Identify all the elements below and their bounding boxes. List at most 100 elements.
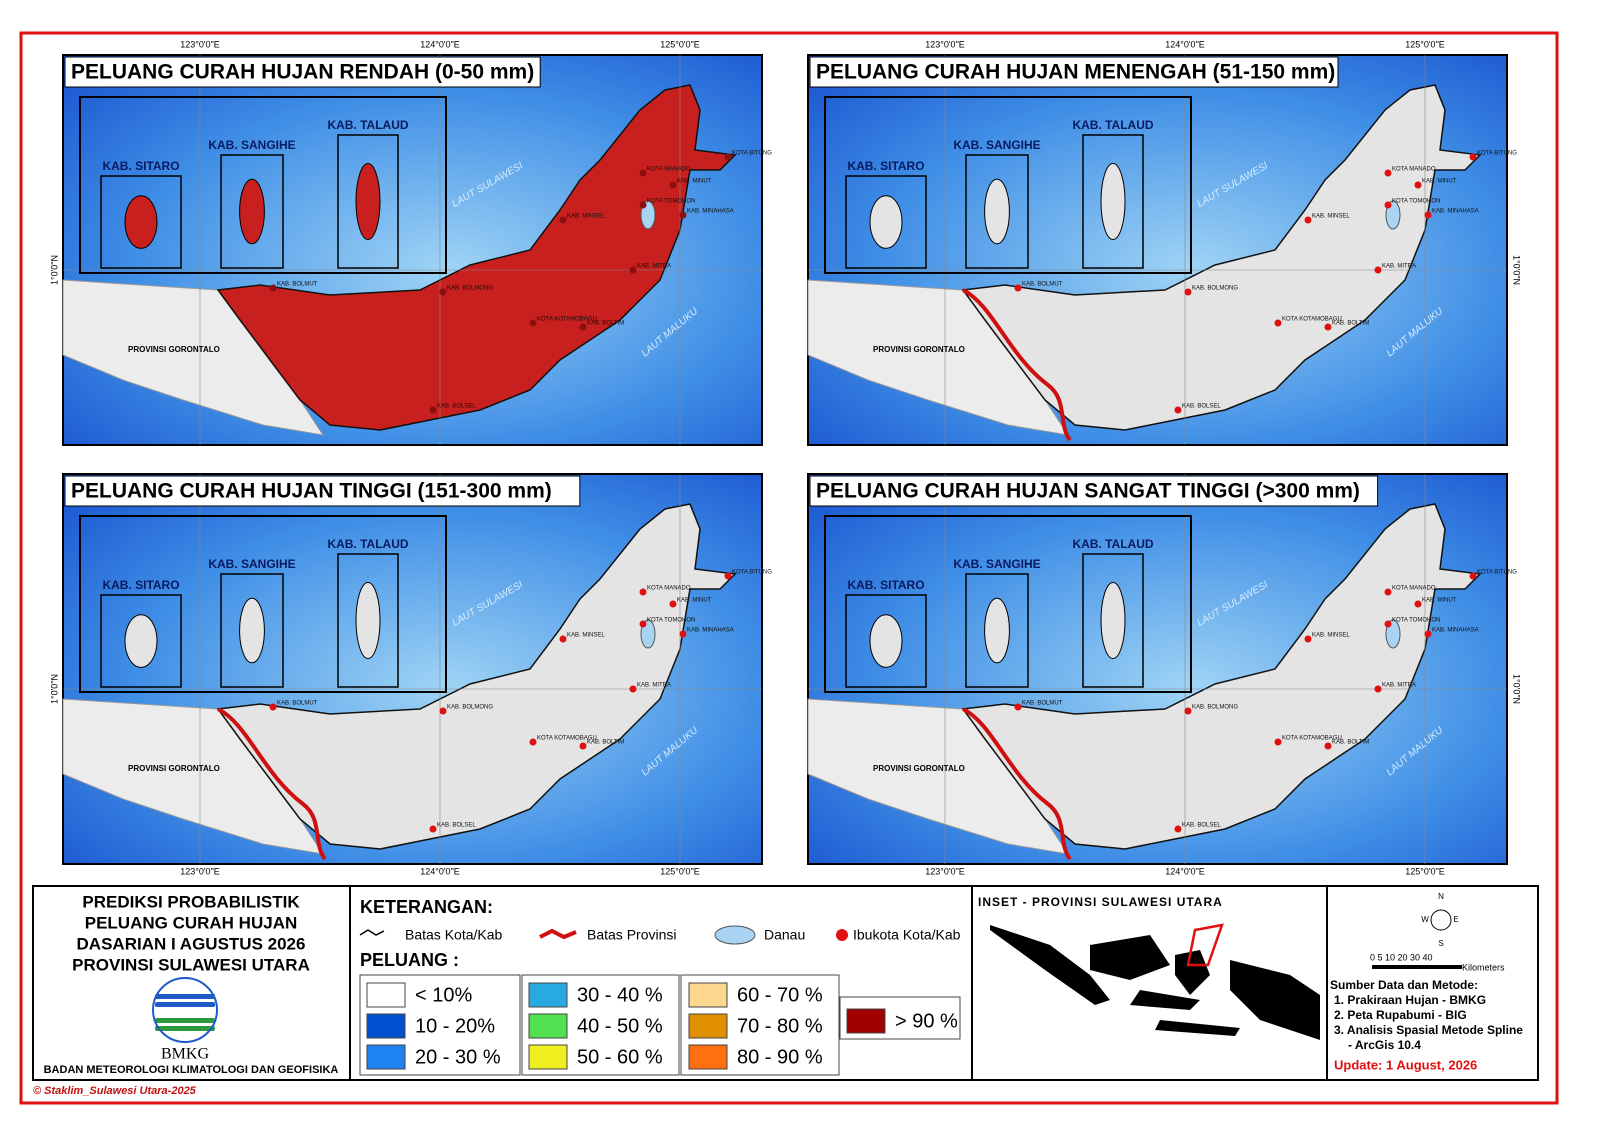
capital-dot: [529, 738, 537, 746]
lon-label: 124°0'0"E: [420, 39, 460, 49]
compass-letter: W: [1421, 915, 1429, 924]
capital-dot: [439, 707, 447, 715]
map-panel: KAB. SITARO KAB. SANGIHE KAB. TALAUD KOTA M…: [807, 473, 1522, 876]
panel-title-bg: [809, 56, 1339, 88]
capital-dot: [439, 288, 447, 296]
legend-symbol: Ibukota Kota/Kab: [853, 927, 961, 943]
place-label: KAB. MINUT: [677, 179, 712, 185]
place-label: KOTA KOTAMOBAGU: [1282, 736, 1342, 742]
island-inset: [79, 96, 447, 274]
island-inset: [824, 96, 1192, 274]
place-label: KAB. BOLSEL: [1182, 823, 1221, 829]
panel-title: PELUANG CURAH HUJAN SANGAT TINGGI (>300 …: [816, 480, 1360, 503]
panel-title-bg: [64, 56, 541, 88]
capital-dot: [1274, 319, 1282, 327]
place-label: KAB. MINAHASA: [1432, 209, 1479, 215]
island-inset: [824, 515, 1192, 693]
lat-label: 1°0'0"N: [1512, 674, 1522, 704]
legend-group: [521, 974, 680, 1076]
place-label: KOTA TOMOHON: [647, 618, 695, 624]
inset-label: KAB. SITARO: [102, 159, 179, 173]
place-label: KOTA KOTAMOBAGU: [1282, 317, 1342, 323]
island: [869, 614, 903, 668]
legend-class-label: 60 - 70 %: [737, 984, 823, 1006]
capital-dot: [1304, 635, 1312, 643]
place-label: KOTA TOMOHON: [1392, 618, 1440, 624]
bottom-frame: [32, 885, 1539, 1081]
place-label: KAB. MINSEL: [1312, 214, 1350, 220]
inset-title: INSET - PROVINSI SULAWESI UTARA: [978, 895, 1223, 909]
place-label: KAB. BOLMONG: [447, 705, 493, 711]
legend-line: [539, 928, 577, 940]
compass: [1430, 909, 1452, 931]
island-box: [100, 594, 182, 688]
legend-class-label: > 90 %: [895, 1010, 958, 1032]
island-box: [965, 154, 1029, 269]
capital-dot: [1184, 707, 1192, 715]
legend-swatch: [528, 982, 568, 1008]
lon-label: 123°0'0"E: [925, 866, 965, 876]
legend-group: [839, 996, 961, 1040]
logo-band: [155, 1026, 215, 1031]
inset-label: KAB. SITARO: [102, 578, 179, 592]
capital-dot: [1014, 703, 1022, 711]
legend-class-label: < 10%: [415, 984, 472, 1006]
source-item: 3. Analisis Spasial Metode Spline: [1334, 1023, 1523, 1037]
region-label: PROVINSI GORONTALO: [873, 345, 965, 354]
island: [239, 178, 265, 245]
legend-swatch: [528, 1013, 568, 1039]
place-label: KOTA BITUNG: [732, 570, 772, 576]
place-label: KOTA MANADO: [1392, 586, 1436, 592]
capital-dot: [1304, 216, 1312, 224]
capital-dot: [1174, 825, 1182, 833]
lat-label: 1°0'0"N: [49, 674, 59, 704]
capital-dot: [1374, 685, 1382, 693]
place-label: KAB. MITRA: [1382, 264, 1416, 270]
capital-dot: [1324, 323, 1332, 331]
logo-band: [155, 994, 215, 999]
lon-label: 123°0'0"E: [925, 39, 965, 49]
scale-unit: Kilometers: [1462, 962, 1505, 972]
province-land: [961, 503, 1482, 850]
place-label: KAB. MINAHASA: [687, 628, 734, 634]
logo: [152, 977, 218, 1043]
capital-dot: [1414, 181, 1422, 189]
compass-letter: S: [1438, 939, 1443, 948]
inset-label: KAB. SITARO: [847, 578, 924, 592]
legend-symbol: Danau: [764, 927, 805, 943]
place-label: KOTA BITUNG: [732, 151, 772, 157]
scale-bar: [1372, 965, 1462, 969]
panel-title: PELUANG CURAH HUJAN MENENGAH (51-150 mm): [816, 61, 1335, 84]
island: [984, 597, 1010, 664]
capital-dot: [1184, 288, 1192, 296]
island: [124, 614, 158, 668]
capital-dot: [429, 406, 437, 414]
inset-label: KAB. SANGIHE: [208, 557, 295, 571]
place-label: KAB. BOLMUT: [1022, 701, 1063, 707]
capital-dot: [1414, 600, 1422, 608]
capital-dot: [269, 284, 277, 292]
lon-label: 123°0'0"E: [180, 866, 220, 876]
block-title: PREDIKSI PROBABILISTIK: [82, 892, 300, 911]
place-label: KAB. MINAHASA: [1432, 628, 1479, 634]
island: [355, 582, 381, 659]
copyright: © Staklim_Sulawesi Utara-2025: [33, 1085, 197, 1097]
sources-title: Sumber Data dan Metode:: [1330, 978, 1478, 992]
panel-title-bg: [64, 475, 581, 507]
compass-letter: E: [1453, 915, 1458, 924]
block-title: PELUANG CURAH HUJAN: [85, 913, 298, 932]
place-label: KOTA MANADO: [1392, 167, 1436, 173]
island: [1100, 163, 1126, 240]
capital-dot: [629, 266, 637, 274]
legend-lake: [714, 925, 756, 945]
panel-title: PELUANG CURAH HUJAN TINGGI (151-300 mm): [71, 480, 552, 503]
place-label: KOTA BITUNG: [1477, 151, 1517, 157]
legend-dot: [836, 929, 848, 941]
lon-label: 124°0'0"E: [1165, 866, 1205, 876]
island: [355, 163, 381, 240]
inset-highlight: [1186, 923, 1224, 967]
capital-dot: [559, 216, 567, 224]
place-label: KOTA KOTAMOBAGU: [537, 317, 597, 323]
inset-label: KAB. TALAUD: [1072, 537, 1153, 551]
